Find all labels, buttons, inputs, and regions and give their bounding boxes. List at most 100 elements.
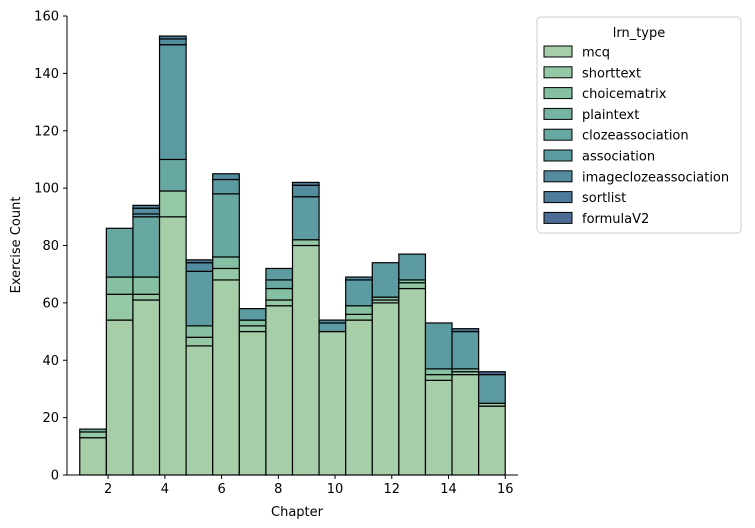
legend-swatch-choicematrix [543, 87, 573, 100]
bar-segment-shorttext-bin-9 [291, 239, 320, 247]
bar-segment-mcq-bin-4 [158, 216, 187, 476]
legend-items: mcq shorttext choicematrix plaintext clozeas… [543, 45, 729, 227]
bar-segment-imageclozeassociation-bin-9 [291, 184, 320, 198]
legend-swatch-shorttext [543, 66, 573, 79]
legend-label-imageclozeassociation: imageclozeassociation [582, 170, 729, 185]
x-tick-label-16: 16 [497, 482, 514, 497]
bar-segment-mcq-bin-8 [265, 305, 294, 476]
bar-segment-choicematrix-bin-14 [424, 368, 453, 376]
bar-segment-sortlist-bin-5 [185, 259, 214, 264]
bar-segment-association-bin-12 [371, 262, 400, 298]
y-tick-label-140: 140 [34, 67, 59, 82]
y-tick-label-60: 60 [42, 296, 59, 311]
x-tick-label-14: 14 [440, 482, 457, 497]
y-tick-label-40: 40 [42, 354, 59, 369]
bar-segment-mcq-bin-16 [478, 405, 506, 476]
bar-segment-mcq-bin-1 [79, 437, 107, 476]
bar-segment-mcq-bin-10 [318, 330, 347, 476]
x-tick-label-12: 12 [384, 482, 401, 497]
legend-label-association: association [582, 150, 655, 165]
bar-segment-clozeassociation-bin-8 [265, 279, 294, 290]
bar-segment-choicematrix-bin-7 [238, 319, 267, 327]
bar-segment-shorttext-bin-1 [79, 431, 107, 439]
bar-segment-shorttext-bin-13 [398, 282, 427, 290]
bar-segment-association-bin-14 [424, 322, 453, 370]
bar-segment-association-bin-9 [291, 196, 320, 241]
bar-segment-shorttext-bin-7 [238, 325, 267, 333]
legend-label-mcq: mcq [582, 46, 610, 61]
legend-swatch-clozeassociation [543, 128, 573, 141]
bar-segment-association-bin-7 [238, 308, 267, 321]
x-tick-label-4: 4 [161, 482, 169, 497]
bar-segment-choicematrix-bin-3 [132, 276, 161, 295]
bar-segment-imageclozeassociation-bin-11 [345, 276, 373, 281]
bar-segment-association-bin-6 [212, 178, 240, 195]
bar-segment-mcq-bin-5 [185, 345, 214, 476]
bar-segment-mcq-bin-2 [105, 319, 134, 476]
bar-segment-sortlist-bin-9 [291, 181, 320, 186]
bar-segment-shorttext-bin-3 [132, 293, 161, 301]
bar-segment-shorttext-bin-11 [345, 313, 373, 321]
bar-segment-imageclozeassociation-bin-10 [318, 319, 347, 324]
bar-segment-association-bin-10 [318, 322, 347, 333]
y-tick-label-100: 100 [34, 182, 59, 197]
legend-title: lrn_type [613, 26, 666, 41]
x-tick-label-8: 8 [274, 482, 282, 497]
bars-layer [79, 35, 506, 476]
x-tick-label-6: 6 [217, 482, 225, 497]
legend-label-plaintext: plaintext [582, 108, 639, 123]
legend-label-shorttext: shorttext [582, 66, 641, 81]
legend-frame [536, 16, 742, 234]
legend-swatch-association [543, 149, 573, 162]
bar-segment-clozeassociation-bin-4 [158, 158, 187, 192]
bar-segment-choicematrix-bin-6 [212, 256, 240, 270]
bar-segment-mcq-bin-15 [451, 373, 480, 476]
bar-segment-association-bin-15 [451, 330, 480, 370]
bar-segment-clozeassociation-bin-6 [212, 193, 240, 258]
bar-segment-imageclozeassociation-bin-3 [132, 207, 161, 215]
x-axis-title: Chapter [271, 505, 324, 520]
x-tick-label-10: 10 [327, 482, 344, 497]
bar-segment-clozeassociation-bin-3 [132, 216, 161, 278]
bar-segment-imageclozeassociation-bin-6 [212, 173, 240, 181]
y-tick-label-160: 160 [34, 10, 59, 25]
bar-segment-shorttext-bin-6 [212, 267, 240, 281]
bar-segment-mcq-bin-14 [424, 379, 453, 476]
legend-swatch-mcq [543, 45, 573, 58]
bar-segment-mcq-bin-7 [238, 330, 267, 476]
bar-segment-mcq-bin-12 [371, 302, 400, 476]
bar-segment-mcq-bin-9 [291, 244, 320, 476]
bar-segment-association-bin-13 [398, 253, 427, 281]
legend-label-formulaV2: formulaV2 [582, 212, 649, 227]
legend-swatch-formulaV2 [543, 211, 573, 224]
bar-segment-mcq-bin-13 [398, 287, 427, 476]
bar-segment-imageclozeassociation-bin-4 [158, 38, 187, 46]
bar-segment-shorttext-bin-5 [185, 336, 214, 347]
bar-segment-association-bin-4 [158, 44, 187, 161]
bar-segment-sortlist-bin-3 [132, 204, 161, 209]
legend: lrn_type mcq shorttext choicematrix plainte… [536, 16, 742, 234]
legend-label-sortlist: sortlist [582, 191, 626, 206]
bar-segment-shorttext-bin-4 [158, 190, 187, 218]
bar-segment-association-bin-11 [345, 279, 373, 307]
legend-swatch-sortlist [543, 191, 573, 204]
legend-swatch-plaintext [543, 107, 573, 120]
y-tick-label-20: 20 [42, 411, 59, 426]
bar-segment-sortlist-bin-15 [451, 328, 480, 333]
legend-label-choicematrix: choicematrix [582, 87, 667, 102]
bar-segment-sortlist-bin-4 [158, 35, 187, 40]
legend-label-clozeassociation: clozeassociation [582, 129, 689, 144]
bar-segment-choicematrix-bin-11 [345, 305, 373, 315]
bar-segment-formulaV2-bin-16 [478, 371, 506, 376]
y-axis-title: Exercise Count [9, 197, 24, 294]
bar-segment-mcq-bin-11 [345, 319, 373, 476]
bar-segment-plaintext-bin-1 [79, 428, 107, 433]
bar-segment-clozeassociation-bin-2 [105, 227, 134, 278]
y-tick-label-0: 0 [51, 469, 59, 484]
bar-segment-shorttext-bin-2 [105, 293, 134, 321]
bar-segment-choicematrix-bin-2 [105, 276, 134, 295]
bar-segment-choicematrix-bin-5 [185, 325, 214, 338]
x-tick-label-2: 2 [104, 482, 112, 497]
